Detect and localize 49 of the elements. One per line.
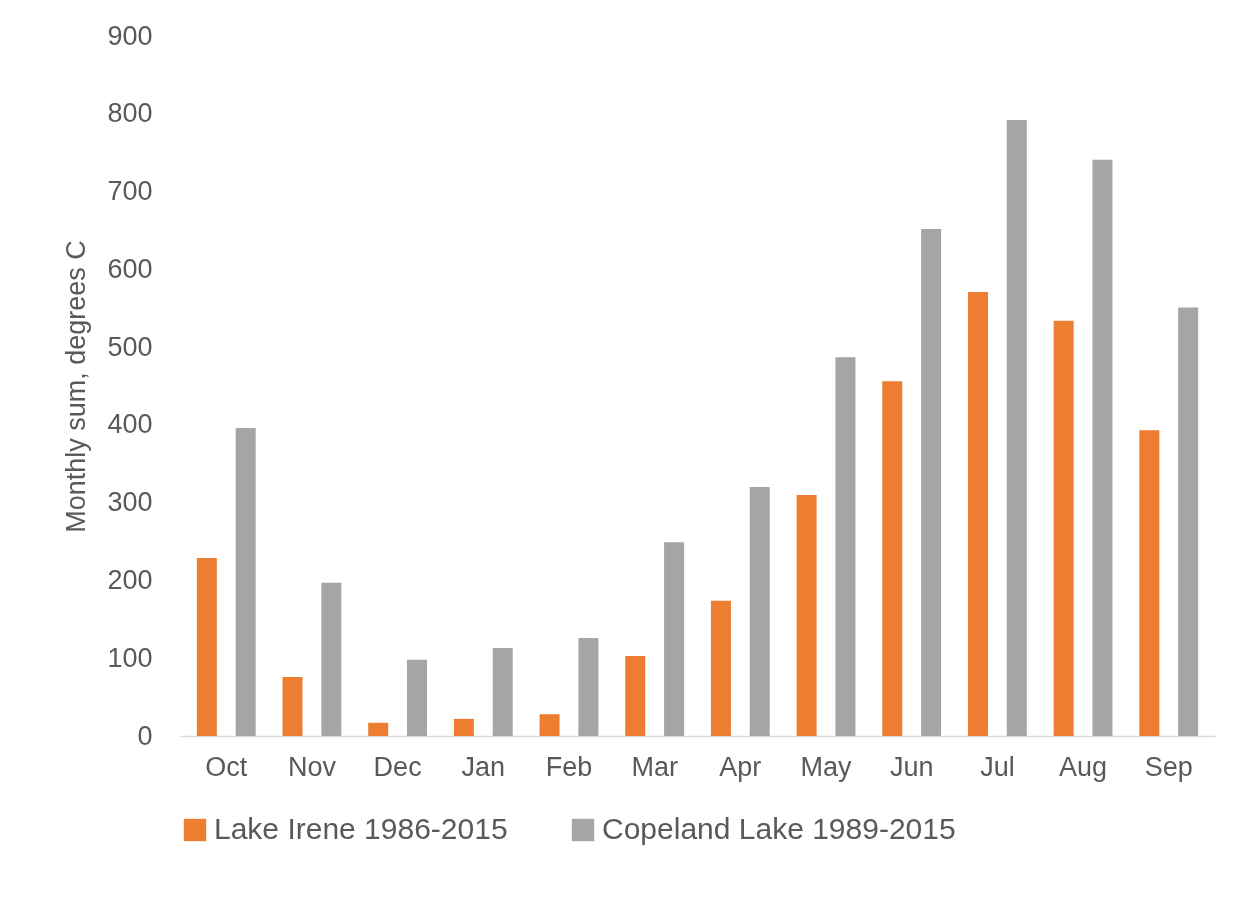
bar [368,722,389,736]
bar [710,600,731,736]
y-tick-label: 900 [107,20,153,51]
x-tick-label: Aug [1059,751,1108,782]
bar [664,542,685,736]
bar [625,655,646,736]
x-tick-label: Dec [373,751,422,782]
y-tick-label: 300 [107,487,153,518]
bar [235,428,256,736]
y-tick-label: 100 [107,642,153,673]
bar [796,494,817,736]
x-tick-label: Nov [287,751,337,782]
legend-label: Copeland Lake 1989-2015 [602,812,956,845]
bar [453,718,474,736]
y-tick-label: 400 [107,409,153,440]
y-tick-label: 500 [107,331,153,362]
bar [578,638,599,736]
x-tick-label: Jan [461,751,506,782]
bar [835,357,856,736]
y-tick-label: 600 [107,253,153,284]
legend-label: Lake Irene 1986-2015 [214,812,508,845]
bar [967,291,988,736]
bar [1139,430,1160,736]
x-tick-label: May [800,751,853,782]
x-tick-label: Jun [889,751,934,782]
y-tick-label: 0 [137,720,153,751]
x-tick-label: Oct [205,751,248,782]
bar [1092,159,1113,736]
bar [921,228,942,736]
bar [1053,320,1074,736]
bar [282,676,303,736]
x-tick-label: Feb [545,751,593,782]
y-tick-label: 800 [107,98,153,129]
y-tick-label: 700 [107,176,153,207]
bar [321,582,342,736]
bar [407,659,428,736]
x-tick-label: Jul [980,751,1015,782]
bar [1178,307,1199,736]
bar [539,714,560,736]
bar [196,557,217,736]
bar [1006,120,1027,736]
x-tick-label: Apr [719,751,762,782]
y-axis-title: Monthly sum, degrees C [61,240,92,533]
x-tick-label: Sep [1144,751,1193,782]
bar [882,381,903,736]
bar [749,487,770,736]
x-tick-label: Mar [631,751,678,782]
y-tick-label: 200 [107,564,153,595]
bar [492,648,513,736]
